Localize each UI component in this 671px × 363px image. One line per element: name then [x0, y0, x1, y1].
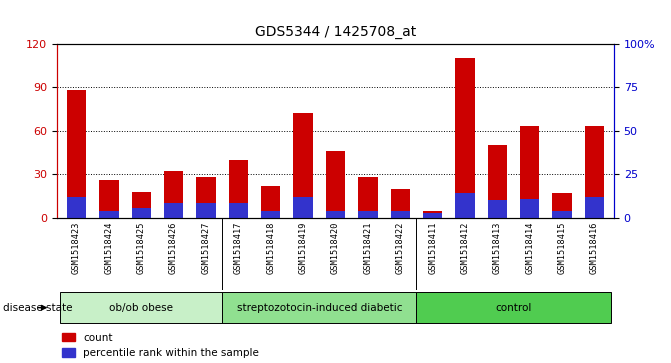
Text: ob/ob obese: ob/ob obese: [109, 303, 173, 313]
Bar: [552, 193, 572, 218]
Bar: [293, 113, 313, 218]
Bar: [488, 200, 507, 218]
Bar: [326, 151, 345, 218]
Bar: [196, 177, 215, 218]
Bar: [326, 211, 345, 218]
Text: GSM1518420: GSM1518420: [331, 221, 340, 274]
Text: GSM1518427: GSM1518427: [201, 221, 211, 274]
Text: streptozotocin-induced diabetic: streptozotocin-induced diabetic: [237, 303, 402, 313]
Bar: [488, 145, 507, 218]
Bar: [196, 203, 215, 218]
Bar: [456, 58, 474, 218]
Text: control: control: [495, 303, 532, 313]
Text: disease state: disease state: [3, 303, 73, 313]
Bar: [520, 199, 539, 218]
Text: GSM1518422: GSM1518422: [396, 221, 405, 274]
Text: GSM1518425: GSM1518425: [137, 221, 146, 274]
Bar: [99, 180, 119, 218]
Bar: [423, 213, 442, 218]
Bar: [164, 171, 183, 218]
FancyBboxPatch shape: [60, 292, 222, 323]
Bar: [552, 211, 572, 218]
Text: GSM1518415: GSM1518415: [558, 221, 566, 274]
Bar: [423, 211, 442, 218]
Text: GSM1518414: GSM1518414: [525, 221, 534, 274]
Text: GSM1518416: GSM1518416: [590, 221, 599, 274]
Bar: [358, 211, 378, 218]
Bar: [66, 197, 86, 218]
FancyBboxPatch shape: [417, 292, 611, 323]
Bar: [585, 197, 605, 218]
Legend: count, percentile rank within the sample: count, percentile rank within the sample: [62, 333, 259, 358]
FancyBboxPatch shape: [222, 292, 417, 323]
Bar: [391, 189, 410, 218]
Bar: [132, 192, 151, 218]
Bar: [164, 203, 183, 218]
Bar: [132, 208, 151, 218]
Text: GSM1518417: GSM1518417: [234, 221, 243, 274]
Text: GSM1518424: GSM1518424: [105, 221, 113, 274]
Text: GSM1518426: GSM1518426: [169, 221, 178, 274]
Text: GSM1518418: GSM1518418: [266, 221, 275, 274]
Bar: [520, 126, 539, 218]
Bar: [293, 197, 313, 218]
Text: GSM1518411: GSM1518411: [428, 221, 437, 274]
Text: GSM1518413: GSM1518413: [493, 221, 502, 274]
Bar: [456, 193, 474, 218]
Bar: [261, 186, 280, 218]
Text: GDS5344 / 1425708_at: GDS5344 / 1425708_at: [255, 25, 416, 40]
Bar: [229, 160, 248, 218]
Bar: [99, 211, 119, 218]
Text: GSM1518412: GSM1518412: [460, 221, 470, 274]
Bar: [391, 211, 410, 218]
Text: GSM1518419: GSM1518419: [299, 221, 307, 274]
Text: GSM1518421: GSM1518421: [364, 221, 372, 274]
Bar: [358, 177, 378, 218]
Bar: [229, 203, 248, 218]
Bar: [585, 126, 605, 218]
Text: GSM1518423: GSM1518423: [72, 221, 81, 274]
Bar: [261, 211, 280, 218]
Bar: [66, 90, 86, 218]
